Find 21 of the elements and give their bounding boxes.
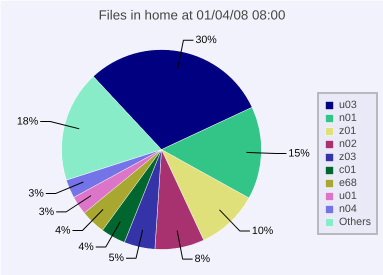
data-label: 30% [195, 34, 218, 46]
data-label: 15% [288, 147, 310, 160]
legend-label: z03 [339, 151, 358, 163]
data-label: 18% [16, 115, 39, 128]
data-label: 3% [28, 187, 44, 200]
chart-title: Files in home at 01/04/08 08:00 [98, 8, 286, 22]
data-label: 4% [55, 224, 72, 237]
legend-label: n02 [339, 138, 358, 150]
legend-label: n04 [339, 203, 358, 215]
legend-label: z01 [339, 125, 358, 137]
legend-label: n01 [339, 112, 358, 124]
data-label: 3% [38, 206, 55, 218]
data-label: 8% [194, 253, 211, 266]
legend-label: u03 [339, 99, 358, 111]
legend-label: u01 [339, 190, 358, 202]
legend-label: Others [339, 216, 371, 228]
data-label: 10% [252, 225, 274, 238]
data-label: 5% [108, 252, 125, 264]
data-label: 4% [78, 241, 94, 253]
legend-label: c01 [339, 164, 358, 176]
legend-label: e68 [339, 177, 358, 189]
